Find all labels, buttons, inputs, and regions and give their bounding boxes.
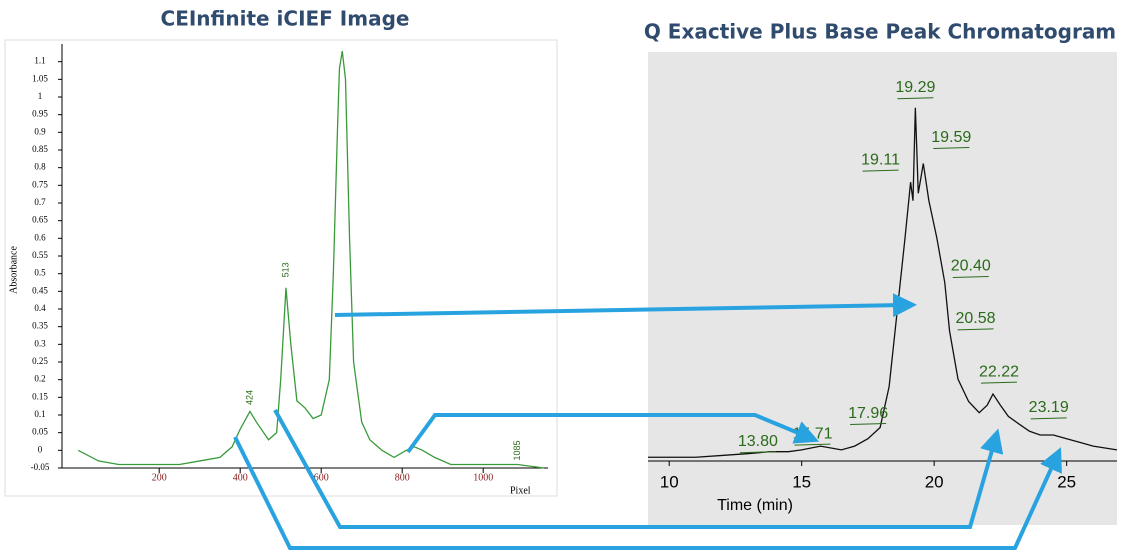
- y-tick-label: 0.5: [34, 268, 46, 278]
- x-tick-label: 10: [660, 472, 679, 491]
- peak-underline: [933, 147, 970, 150]
- connectors: [233, 293, 1062, 550]
- x-tick-label: 25: [1057, 472, 1076, 491]
- y-axis-label: Absorbance: [8, 246, 19, 294]
- data-line: [648, 107, 1118, 458]
- x-tick-label: 400: [233, 472, 248, 483]
- peak-label: 23.19: [1029, 399, 1069, 416]
- y-tick-label: 0.65: [32, 215, 48, 225]
- peak-label: 20.40: [951, 258, 991, 275]
- peak-underline: [952, 276, 989, 279]
- y-tick-label: 0: [38, 444, 43, 454]
- arrow: [273, 409, 1004, 529]
- y-tick-label: 0.05: [32, 427, 48, 437]
- peak-label: 424: [244, 390, 254, 405]
- y-tick-label: 0.15: [32, 391, 48, 401]
- y-tick-label: 0.95: [32, 109, 48, 119]
- peak-label: 19.11: [861, 151, 900, 168]
- y-tick-label: 0.4: [34, 303, 46, 313]
- peak-underline: [862, 169, 899, 172]
- peak-underline: [980, 381, 1018, 384]
- peak-label: 1085: [512, 440, 522, 460]
- peak-label: 17.96: [848, 405, 888, 422]
- left-title: CEInfinite iCIEF Image: [161, 7, 410, 31]
- y-tick-label: 0.25: [32, 356, 48, 366]
- y-tick-label: 0.6: [34, 232, 46, 242]
- y-tick-label: 0.9: [34, 126, 46, 136]
- x-tick-label: 800: [395, 472, 410, 483]
- peak-label: 513: [280, 262, 290, 277]
- x-tick-label: 1000: [473, 472, 493, 483]
- y-tick-label: 1.1: [34, 56, 45, 66]
- x-axis-label: Time (min): [717, 497, 793, 514]
- y-tick-label: 0.55: [32, 250, 48, 260]
- peak-label: 20.58: [956, 310, 996, 327]
- arrow: [233, 436, 1062, 550]
- y-tick-label: 0.85: [32, 144, 48, 154]
- peak-label: 19.29: [895, 79, 935, 96]
- y-tick-label: 1: [38, 91, 43, 101]
- peak-underline: [794, 443, 831, 446]
- peak-underline: [739, 451, 776, 454]
- peak-label: 19.59: [931, 129, 971, 146]
- right-panel: [648, 52, 1117, 525]
- charts: 200 400 600 800 1000 -0.05 0 0.05 0.1 0.15 0.2 0.25…: [8, 44, 1118, 514]
- x-tick-label: 200: [152, 472, 167, 483]
- peak-label: 13.80: [738, 433, 778, 450]
- y-tick-label: -0.05: [31, 462, 50, 472]
- right-title: Q Exactive Plus Base Peak Chromatogram: [644, 20, 1116, 44]
- peak-underline: [957, 328, 994, 331]
- peak-underline: [850, 423, 887, 426]
- y-tick-label: 0.75: [32, 179, 48, 189]
- y-tick-label: 0.2: [34, 374, 45, 384]
- x-tick-label: 20: [925, 472, 944, 491]
- peak-underline: [897, 97, 934, 100]
- y-tick-label: 0.35: [32, 321, 48, 331]
- x-tick-label: 600: [314, 472, 329, 483]
- x-axis-label: Pixel: [510, 485, 531, 496]
- arrow: [334, 293, 917, 318]
- y-tick-label: 1.05: [32, 73, 48, 83]
- y-tick-label: 0.45: [32, 285, 48, 295]
- peak-underline: [1030, 417, 1067, 420]
- arrow: [406, 413, 820, 454]
- x-tick-label: 15: [792, 472, 811, 491]
- y-tick-label: 0.8: [34, 162, 46, 172]
- y-tick-label: 0.7: [34, 197, 46, 207]
- y-tick-label: 0.1: [34, 409, 45, 419]
- y-tick-label: 0.3: [34, 338, 46, 348]
- peak-label: 22.22: [979, 363, 1019, 380]
